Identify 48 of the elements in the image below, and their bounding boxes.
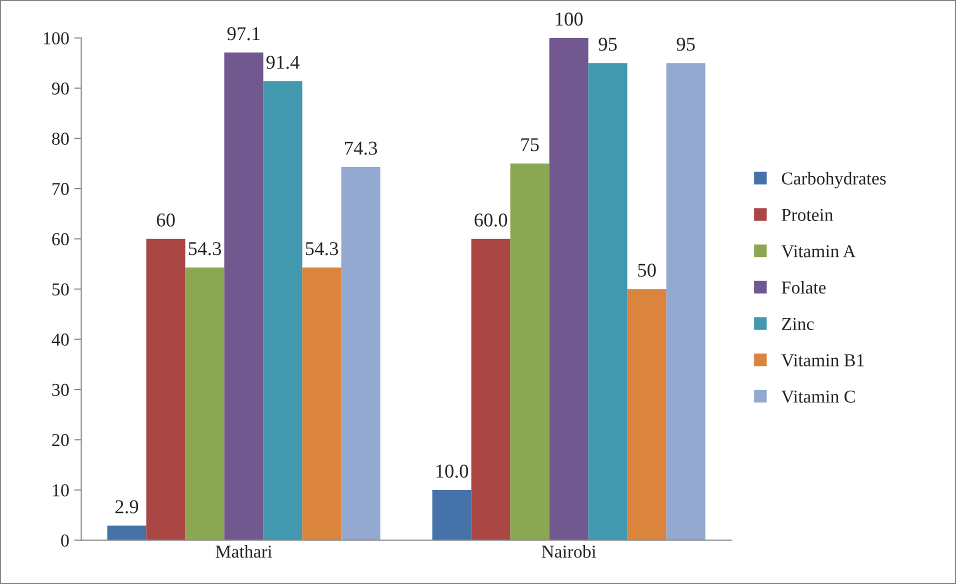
legend-label: Zinc xyxy=(782,318,814,330)
legend-label: Vitamin B1 xyxy=(781,354,864,366)
y-tick-label: 40 xyxy=(52,334,69,346)
bar xyxy=(302,267,342,540)
y-tick-label: 80 xyxy=(52,132,69,145)
y-tick-label: 90 xyxy=(52,82,69,95)
bar xyxy=(263,81,302,540)
x-tick-label: Mathari xyxy=(216,545,272,558)
legend-label: Vitamin A xyxy=(781,245,856,258)
y-tick-label: 50 xyxy=(52,283,69,296)
bar xyxy=(549,38,588,540)
bar xyxy=(666,63,706,540)
y-tick-label: 20 xyxy=(52,434,69,446)
y-tick-label: 0 xyxy=(61,534,69,547)
bar xyxy=(185,267,224,540)
bar xyxy=(510,164,550,540)
bar xyxy=(146,238,186,540)
data-label: 95 xyxy=(598,38,617,51)
data-label: 2.9 xyxy=(115,500,138,514)
data-label: 60 xyxy=(156,213,175,227)
legend-label: Folate xyxy=(782,280,826,294)
legend-label: Protein xyxy=(782,208,834,221)
y-tick-label: 70 xyxy=(52,182,69,196)
bar xyxy=(341,167,380,540)
bar xyxy=(107,526,146,540)
legend-label: Carbohydrates xyxy=(782,172,886,188)
data-label: 10.0 xyxy=(436,464,468,478)
bar xyxy=(471,238,510,540)
data-label: 100 xyxy=(556,12,583,26)
data-label: 95 xyxy=(676,38,695,51)
data-label: 60.0 xyxy=(474,213,508,227)
bar xyxy=(432,490,472,540)
legend-label: Vitamin C xyxy=(781,390,855,403)
bar xyxy=(588,63,628,540)
y-tick-label: 10 xyxy=(52,484,69,496)
y-tick-label: 30 xyxy=(52,384,69,396)
data-label: 50 xyxy=(638,264,656,277)
y-tick-label: 100 xyxy=(44,32,69,44)
y-tick-label: 60 xyxy=(52,233,69,246)
bar xyxy=(627,289,666,540)
x-tick-label: Nairobi xyxy=(542,545,596,558)
data-label: 91.4 xyxy=(266,56,300,69)
data-label: 54.3 xyxy=(306,242,338,256)
data-label: 75 xyxy=(521,138,539,152)
bar xyxy=(224,52,264,540)
data-label: 54.3 xyxy=(188,242,222,256)
data-label: 97.1 xyxy=(227,27,260,40)
data-label: 74.3 xyxy=(345,142,378,155)
